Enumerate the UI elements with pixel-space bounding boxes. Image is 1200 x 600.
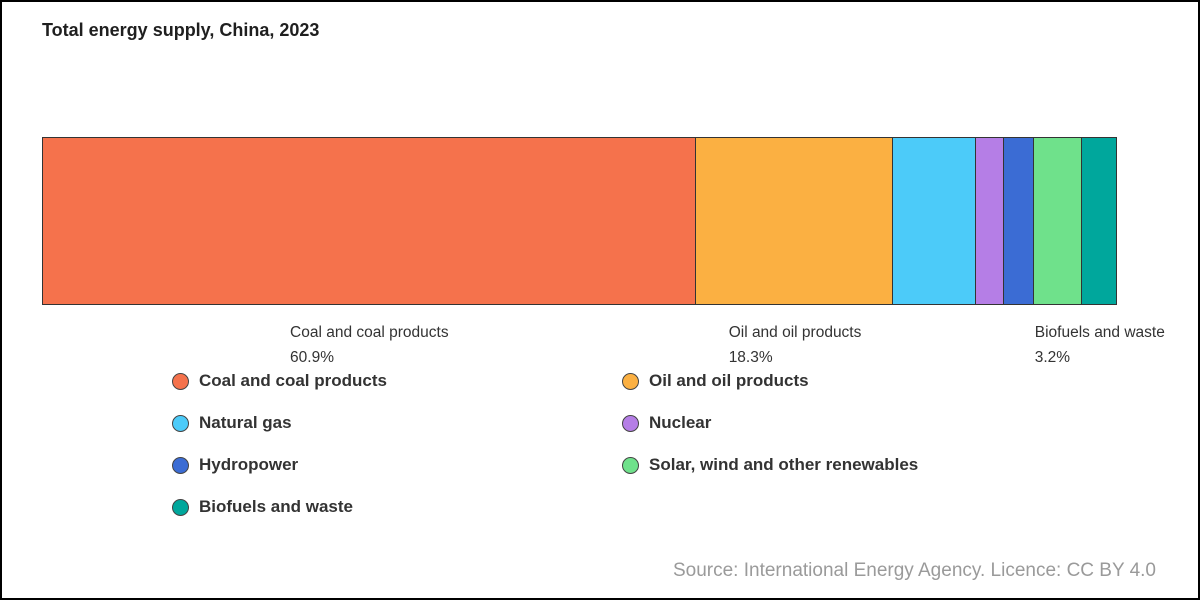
segment-annotations: Coal and coal products 60.9% Oil and oil p… [42, 320, 1165, 376]
legend-marker-icon [622, 372, 639, 390]
legend-marker-icon [172, 372, 189, 390]
legend-item-natural-gas[interactable]: Natural gas [172, 402, 387, 444]
legend-item-hydropower[interactable]: Hydropower [172, 444, 387, 486]
bar-segment-hydropower[interactable] [1004, 138, 1035, 304]
legend-marker-icon [622, 414, 639, 432]
source-attribution: Source: International Energy Agency. Lic… [672, 560, 1156, 581]
annotation-oil-and-oil-products: Oil and oil products 18.3% [729, 320, 862, 370]
legend-marker-icon [172, 414, 189, 432]
legend-label: Solar, wind and other renewables [649, 455, 919, 474]
annotation-label: Coal and coal products [290, 324, 449, 341]
annotation-label: Biofuels and waste [1034, 324, 1165, 341]
annotation-percent: 18.3% [728, 349, 773, 366]
annotation-label: Oil and oil products [728, 324, 862, 341]
legend-item-coal-and-coal-products[interactable]: Coal and coal products [172, 360, 387, 402]
legend-label: Biofuels and waste [199, 497, 353, 516]
legend-column-left: Coal and coal products Natural gas Hydropo… [172, 360, 387, 528]
legend-marker-icon [172, 456, 189, 474]
chart-title: Total energy supply, China, 2023 [42, 20, 320, 40]
bar-segment-nuclear[interactable] [976, 138, 1005, 304]
annotation-coal-and-coal-products: Coal and coal products 60.9% [290, 320, 449, 370]
legend-item-solar-wind-and-other-renewables[interactable]: Solar, wind and other renewables [622, 444, 918, 486]
bar-segment-natural-gas[interactable] [892, 138, 977, 304]
legend-label: Hydropower [199, 455, 299, 474]
legend-label: Oil and oil products [649, 371, 809, 390]
legend-item-oil-and-oil-products[interactable]: Oil and oil products [622, 360, 918, 402]
legend-item-biofuels-and-waste[interactable]: Biofuels and waste [172, 486, 387, 528]
annotation-percent: 3.2% [1034, 349, 1071, 366]
annotation-percent: 60.9% [290, 349, 335, 366]
legend-label: Natural gas [199, 413, 292, 432]
legend-column-right: Oil and oil products Nuclear Solar, wind a… [622, 360, 918, 486]
annotation-biofuels-and-waste: Biofuels and waste 3.2% [1035, 320, 1165, 370]
bar-segment-solar-wind-and-other-renewables[interactable] [1034, 138, 1082, 304]
stacked-bar [42, 137, 1117, 305]
legend-item-nuclear[interactable]: Nuclear [622, 402, 918, 444]
legend-label: Coal and coal products [199, 371, 387, 390]
bar-segment-coal-and-coal-products[interactable] [43, 138, 697, 304]
legend-label: Nuclear [649, 413, 712, 432]
bar-segment-biofuels-and-waste[interactable] [1081, 138, 1116, 304]
legend-marker-icon [172, 498, 189, 516]
bar-segment-oil-and-oil-products[interactable] [696, 138, 893, 304]
legend-marker-icon [622, 456, 639, 474]
